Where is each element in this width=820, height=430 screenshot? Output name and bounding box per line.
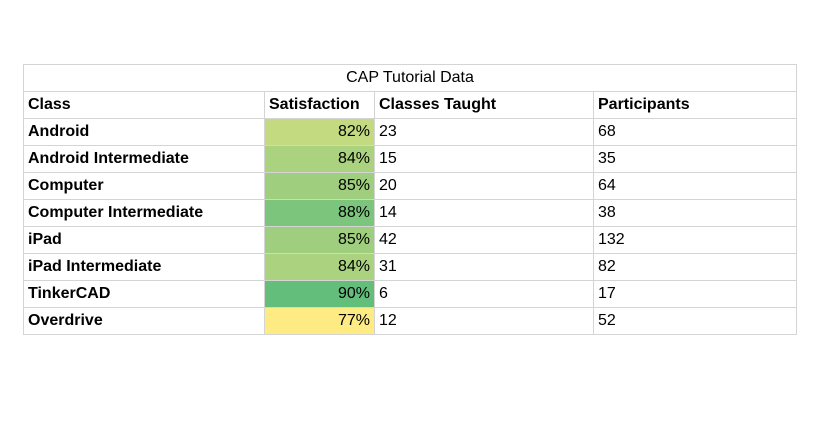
cell-class: Computer — [23, 172, 265, 200]
cell-class: Android — [23, 118, 265, 146]
header-row: Class Satisfaction Classes Taught Partic… — [23, 91, 797, 119]
cell-class: iPad — [23, 226, 265, 254]
title-row: CAP Tutorial Data — [23, 64, 797, 92]
cell-classes-taught: 14 — [374, 199, 594, 227]
cell-participants: 64 — [593, 172, 797, 200]
cell-satisfaction: 84% — [264, 145, 375, 173]
cell-satisfaction: 84% — [264, 253, 375, 281]
table-row: Android 82% 23 68 — [23, 118, 797, 146]
cell-classes-taught: 12 — [374, 307, 594, 335]
cell-participants: 35 — [593, 145, 797, 173]
cell-class: Overdrive — [23, 307, 265, 335]
cell-classes-taught: 20 — [374, 172, 594, 200]
table-row: Android Intermediate 84% 15 35 — [23, 145, 797, 173]
table-row: Computer 85% 20 64 — [23, 172, 797, 200]
cell-class: Android Intermediate — [23, 145, 265, 173]
cell-satisfaction: 77% — [264, 307, 375, 335]
cell-participants: 38 — [593, 199, 797, 227]
table-row: Overdrive 77% 12 52 — [23, 307, 797, 335]
table-row: iPad Intermediate 84% 31 82 — [23, 253, 797, 281]
cell-class: iPad Intermediate — [23, 253, 265, 281]
table-row: iPad 85% 42 132 — [23, 226, 797, 254]
table-title: CAP Tutorial Data — [23, 64, 797, 92]
cell-satisfaction: 85% — [264, 226, 375, 254]
cell-participants: 132 — [593, 226, 797, 254]
cell-classes-taught: 23 — [374, 118, 594, 146]
cell-participants: 52 — [593, 307, 797, 335]
cell-satisfaction: 82% — [264, 118, 375, 146]
column-header-participants: Participants — [593, 91, 797, 119]
cell-class: TinkerCAD — [23, 280, 265, 308]
cell-classes-taught: 42 — [374, 226, 594, 254]
cell-participants: 82 — [593, 253, 797, 281]
cell-classes-taught: 15 — [374, 145, 594, 173]
cell-satisfaction: 90% — [264, 280, 375, 308]
table-row: Computer Intermediate 88% 14 38 — [23, 199, 797, 227]
column-header-class: Class — [23, 91, 265, 119]
column-header-satisfaction: Satisfaction — [264, 91, 375, 119]
cell-participants: 68 — [593, 118, 797, 146]
cell-classes-taught: 6 — [374, 280, 594, 308]
cell-satisfaction: 88% — [264, 199, 375, 227]
cell-class: Computer Intermediate — [23, 199, 265, 227]
column-header-classes-taught: Classes Taught — [374, 91, 594, 119]
cell-participants: 17 — [593, 280, 797, 308]
cell-classes-taught: 31 — [374, 253, 594, 281]
tutorial-data-table: CAP Tutorial Data Class Satisfaction Cla… — [23, 64, 797, 335]
cell-satisfaction: 85% — [264, 172, 375, 200]
table-row: TinkerCAD 90% 6 17 — [23, 280, 797, 308]
